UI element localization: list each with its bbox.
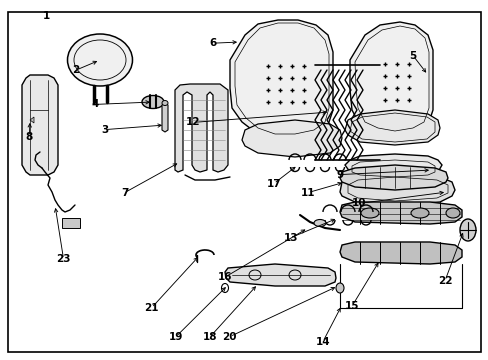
Polygon shape <box>345 154 441 179</box>
Polygon shape <box>349 22 432 135</box>
Polygon shape <box>224 264 335 286</box>
Text: 15: 15 <box>344 301 359 311</box>
Text: 6: 6 <box>209 38 216 48</box>
Text: 19: 19 <box>168 332 183 342</box>
Text: 17: 17 <box>266 179 281 189</box>
Polygon shape <box>175 84 227 172</box>
Text: 2: 2 <box>72 65 79 75</box>
Text: 16: 16 <box>217 272 232 282</box>
Text: 12: 12 <box>185 117 200 127</box>
Polygon shape <box>242 120 341 157</box>
Text: 1: 1 <box>43 11 50 21</box>
Text: 22: 22 <box>437 276 451 286</box>
Text: 9: 9 <box>336 170 343 180</box>
Text: 8: 8 <box>26 132 33 142</box>
Text: 5: 5 <box>409 51 416 61</box>
Ellipse shape <box>162 100 168 105</box>
Text: 10: 10 <box>351 198 366 208</box>
Text: 18: 18 <box>203 332 217 342</box>
Ellipse shape <box>313 220 325 226</box>
Polygon shape <box>345 110 439 145</box>
Text: 3: 3 <box>102 125 108 135</box>
Text: 20: 20 <box>222 332 237 342</box>
Text: 13: 13 <box>283 233 298 243</box>
Text: 4: 4 <box>91 99 99 109</box>
Text: 7: 7 <box>121 188 128 198</box>
Ellipse shape <box>67 34 132 86</box>
Text: 23: 23 <box>56 254 71 264</box>
Ellipse shape <box>360 208 378 218</box>
Ellipse shape <box>410 208 428 218</box>
Polygon shape <box>162 103 168 132</box>
Polygon shape <box>339 174 454 205</box>
Ellipse shape <box>335 283 343 293</box>
Polygon shape <box>339 202 461 224</box>
Polygon shape <box>30 117 34 123</box>
Polygon shape <box>62 218 80 228</box>
Ellipse shape <box>459 219 475 241</box>
Ellipse shape <box>445 208 459 218</box>
Polygon shape <box>339 165 447 190</box>
Polygon shape <box>229 20 332 138</box>
Polygon shape <box>339 242 461 264</box>
Text: 11: 11 <box>300 188 315 198</box>
Text: 21: 21 <box>144 303 159 313</box>
Text: 14: 14 <box>315 337 329 347</box>
Polygon shape <box>22 75 58 175</box>
Ellipse shape <box>142 95 163 108</box>
